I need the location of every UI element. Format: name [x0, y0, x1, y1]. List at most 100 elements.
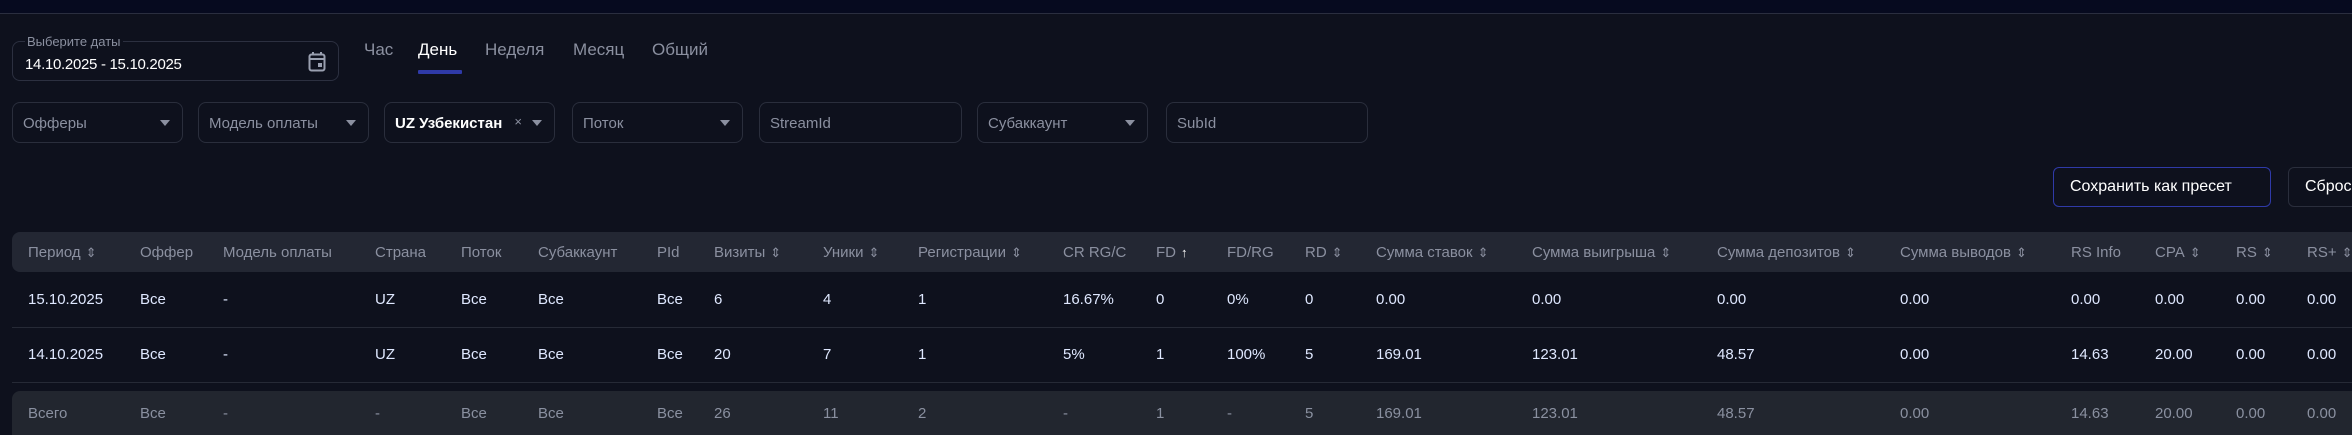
tab-hour[interactable]: Час	[364, 40, 394, 59]
total-cell: -	[1063, 391, 1156, 435]
column-header: FD/RG	[1227, 232, 1305, 272]
column-header[interactable]: Регистрации ⇕	[918, 232, 1063, 272]
table-cell: 0.00	[1900, 272, 2071, 328]
column-header[interactable]: RS+ ⇕	[2307, 232, 2352, 272]
column-header[interactable]: Сумма ставок ⇕	[1376, 232, 1532, 272]
date-range-label: Выберите даты	[25, 34, 123, 49]
table-row: 14.10.2025 Все - UZ Все Все Все 20 7 1 5% 1 100% 5 169…	[12, 327, 2352, 383]
table-row: 15.10.2025 Все - UZ Все Все Все 6 4 1 16.67% 0 0% 0 0.…	[12, 272, 2352, 328]
total-cell: -	[1227, 391, 1305, 435]
column-header[interactable]: Визиты ⇕	[714, 232, 823, 272]
total-cell: 11	[823, 391, 918, 435]
column-header-label: Регистрации	[918, 243, 1006, 261]
column-header[interactable]: Сумма депозитов ⇕	[1717, 232, 1900, 272]
total-cell: 1	[1156, 391, 1227, 435]
column-header: RS Info	[2071, 232, 2155, 272]
column-header[interactable]: Сумма выигрыша ⇕	[1532, 232, 1717, 272]
spacer-cell	[12, 382, 2352, 391]
column-header[interactable]: RD ⇕	[1305, 232, 1376, 272]
table-cell: Все	[657, 272, 714, 328]
stream-id-input[interactable]: StreamId	[759, 102, 962, 143]
total-cell: -	[375, 391, 461, 435]
sort-icon[interactable]: ⇕	[1844, 244, 1856, 260]
column-header-label: Поток	[461, 243, 502, 261]
table-cell: 0.00	[2307, 327, 2352, 383]
column-header: CR RG/C	[1063, 232, 1156, 272]
table-cell: 7	[823, 327, 918, 383]
table-cell: Все	[140, 272, 223, 328]
tab-month[interactable]: Месяц	[573, 40, 625, 59]
table-cell: 0.00	[2236, 272, 2307, 328]
sort-icon[interactable]: ⇕	[1477, 244, 1489, 260]
caret-down-icon	[346, 120, 356, 126]
table-cell: 14.63	[2071, 327, 2155, 383]
clear-icon[interactable]: ×	[514, 114, 522, 129]
offers-select[interactable]: Офферы	[12, 102, 183, 143]
table-cell: 16.67%	[1063, 272, 1156, 328]
tab-day[interactable]: День	[418, 40, 458, 59]
caret-down-icon	[720, 120, 730, 126]
column-header-label: PId	[657, 243, 680, 261]
sort-icon[interactable]: ⇕	[2015, 244, 2027, 260]
sort-icon[interactable]: ⇕	[2341, 244, 2352, 260]
sort-icon[interactable]: ⇕	[2261, 244, 2273, 260]
subaccount-select[interactable]: Субаккаунт	[977, 102, 1148, 143]
column-header: Субаккаунт	[538, 232, 657, 272]
reset-button[interactable]: Сброс	[2288, 167, 2352, 207]
stream-placeholder: Поток	[583, 115, 624, 132]
column-header-label: RS	[2236, 243, 2257, 261]
table-cell: 123.01	[1532, 327, 1717, 383]
caret-down-icon	[532, 120, 542, 126]
total-row: Всего Все - - Все Все Все 26 11 2-1-5 169.01 123.01…	[12, 391, 2352, 435]
total-cell: 123.01	[1532, 391, 1717, 435]
column-header[interactable]: RS ⇕	[2236, 232, 2307, 272]
payment-model-select[interactable]: Модель оплаты	[198, 102, 369, 143]
sort-icon[interactable]: ⇕	[85, 244, 97, 260]
total-cell: 0.00	[2236, 391, 2307, 435]
column-header: Оффер	[140, 232, 223, 272]
sort-icon[interactable]: ⇕	[2189, 244, 2201, 260]
column-header-label: Сумма выигрыша	[1532, 243, 1656, 261]
stream-id-placeholder: StreamId	[770, 115, 831, 132]
table-cell: 100%	[1227, 327, 1305, 383]
sort-icon[interactable]: ⇕	[868, 244, 880, 260]
column-header-label: Период	[28, 243, 81, 261]
sort-ascending-icon[interactable]: ↑	[1181, 244, 1188, 260]
table-cell: 0.00	[2071, 272, 2155, 328]
total-cell: Все	[538, 391, 657, 435]
table-cell: 1	[918, 327, 1063, 383]
column-header: PId	[657, 232, 714, 272]
total-cell: 0.00	[1900, 391, 2071, 435]
date-range-picker[interactable]: Выберите даты 14.10.2025 - 15.10.2025	[12, 34, 339, 81]
column-header[interactable]: Сумма выводов ⇕	[1900, 232, 2071, 272]
total-cell: Все	[461, 391, 538, 435]
table-cell: 0	[1305, 272, 1376, 328]
sort-icon[interactable]: ⇕	[770, 244, 782, 260]
table-cell: Все	[538, 272, 657, 328]
calendar-icon[interactable]	[308, 51, 326, 72]
sort-icon[interactable]: ⇕	[1010, 244, 1022, 260]
column-header-label: Уники	[823, 243, 864, 261]
total-cell: 169.01	[1376, 391, 1532, 435]
country-select[interactable]: UZ Узбекистан ×	[384, 102, 555, 143]
column-header[interactable]: FD ↑	[1156, 232, 1227, 272]
sub-id-input[interactable]: SubId	[1166, 102, 1368, 143]
column-header-label: RD	[1305, 243, 1327, 261]
column-header[interactable]: CPA ⇕	[2155, 232, 2236, 272]
column-header-label: Оффер	[140, 243, 194, 261]
save-preset-button[interactable]: Сохранить как пресет	[2053, 167, 2271, 207]
stream-select[interactable]: Поток	[572, 102, 743, 143]
table-cell: 0.00	[2155, 272, 2236, 328]
tab-week[interactable]: Неделя	[485, 40, 545, 59]
sort-icon[interactable]: ⇕	[1660, 244, 1672, 260]
column-header-label: Субаккаунт	[538, 243, 618, 261]
caret-down-icon	[1125, 120, 1135, 126]
column-header[interactable]: Период ⇕	[12, 232, 140, 272]
column-header: Модель оплаты	[223, 232, 375, 272]
total-cell: Всего	[12, 391, 140, 435]
table-cell: 14.10.2025	[12, 327, 140, 383]
column-header-label: Сумма ставок	[1376, 243, 1473, 261]
tab-total[interactable]: Общий	[652, 40, 708, 59]
column-header[interactable]: Уники ⇕	[823, 232, 918, 272]
sort-icon[interactable]: ⇕	[1331, 244, 1343, 260]
